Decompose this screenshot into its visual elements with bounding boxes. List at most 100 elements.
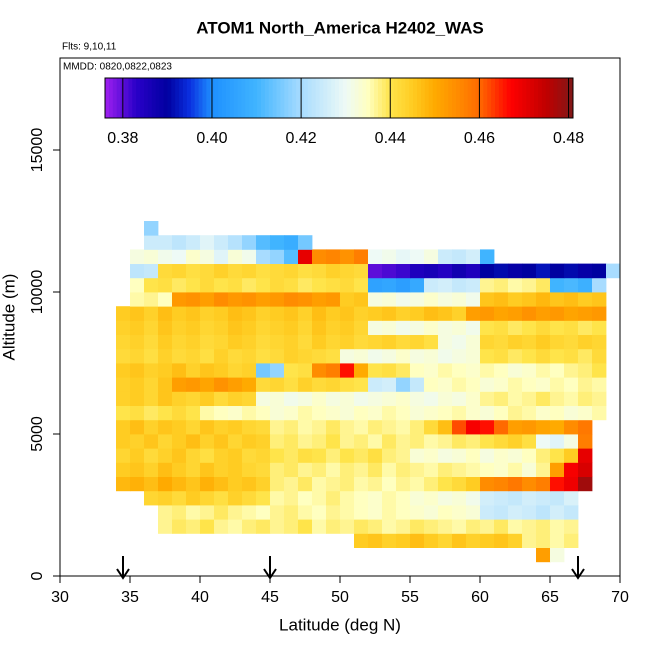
colorbar-swatch	[175, 78, 180, 118]
heat-cell	[480, 490, 495, 506]
heat-cell	[452, 263, 467, 279]
heat-cell	[186, 320, 201, 336]
heat-cell	[172, 320, 187, 336]
colorbar-swatch	[557, 78, 562, 118]
heat-cell	[270, 320, 285, 336]
heat-cell	[424, 249, 439, 265]
colorbar-swatch	[268, 78, 274, 118]
heat-cell	[312, 277, 327, 293]
heat-cell	[550, 334, 565, 350]
heat-cell	[214, 292, 229, 307]
heat-cell	[424, 391, 439, 407]
heat-cell	[312, 306, 327, 321]
heat-cell	[494, 348, 509, 364]
heat-cell	[144, 320, 159, 336]
heat-cell	[438, 434, 453, 449]
colorbar-swatch	[284, 78, 289, 118]
heat-cell	[144, 434, 159, 449]
heat-cell	[536, 448, 551, 463]
x-tick-label: 35	[121, 589, 139, 606]
heat-cell	[214, 419, 229, 435]
heat-cell	[578, 448, 593, 463]
colorbar-swatch	[506, 78, 512, 118]
heat-cell	[186, 505, 201, 520]
heat-cell	[326, 419, 341, 435]
heat-cell	[368, 363, 383, 378]
heat-cell	[200, 505, 215, 520]
heat-cell	[116, 377, 131, 392]
colorbar-swatch	[479, 78, 484, 118]
heat-cell	[158, 419, 173, 435]
heat-cell	[270, 377, 285, 392]
colorbar-swatch	[561, 78, 566, 118]
heat-cell	[228, 490, 243, 506]
heat-cell	[368, 320, 383, 336]
heat-cell	[382, 306, 397, 321]
heat-cell	[438, 391, 453, 407]
heat-cell	[214, 505, 229, 520]
heat-cell	[536, 377, 551, 392]
heat-cell	[438, 292, 453, 307]
heat-cell	[550, 533, 565, 549]
heat-cell	[326, 448, 341, 463]
x-tick-label: 60	[471, 589, 489, 606]
heat-cell	[326, 505, 341, 520]
colorbar-swatch	[467, 78, 473, 118]
heat-cell	[480, 363, 495, 378]
heat-cell	[172, 292, 187, 307]
heat-cell	[242, 476, 257, 492]
heat-cell	[340, 306, 355, 321]
heat-cell	[242, 462, 257, 478]
heat-cell	[284, 505, 299, 520]
heat-cell	[326, 391, 341, 407]
heat-cell	[270, 292, 285, 307]
heat-cell	[564, 519, 579, 534]
heat-cell	[592, 263, 607, 279]
heat-cell	[298, 377, 313, 392]
colorbar-swatch	[319, 78, 324, 118]
heat-cell	[200, 476, 215, 492]
heat-cell	[466, 263, 481, 279]
heat-cell	[480, 377, 495, 392]
heat-cell	[522, 405, 537, 421]
heat-cell	[326, 476, 341, 492]
colorbar-swatch	[502, 78, 508, 118]
heat-cell	[186, 419, 201, 435]
annotation: Flts: 9,10,11	[62, 42, 117, 53]
heat-cell	[382, 377, 397, 392]
heat-cell	[228, 320, 243, 336]
heat-cell	[354, 348, 369, 364]
heat-cell	[284, 334, 299, 350]
heat-cell	[242, 490, 257, 506]
colorbar-swatch	[459, 78, 465, 118]
heat-cell	[354, 434, 369, 449]
heat-cell	[508, 448, 523, 463]
heat-cell	[242, 235, 257, 250]
heat-cell	[466, 419, 481, 435]
heat-cell	[214, 249, 229, 265]
heat-cell	[424, 334, 439, 350]
heat-cell	[508, 348, 523, 364]
colorbar-swatch	[370, 78, 375, 118]
heat-cell	[228, 334, 243, 350]
heat-cell	[382, 263, 397, 279]
heat-cell	[116, 419, 131, 435]
heat-cell	[466, 277, 481, 293]
heat-cell	[466, 405, 481, 421]
heat-cell	[550, 391, 565, 407]
heat-cell	[284, 363, 299, 378]
heat-cell	[144, 476, 159, 492]
heat-cell	[200, 434, 215, 449]
heat-cell	[270, 505, 285, 520]
heat-cell	[214, 519, 229, 534]
colorbar-swatch	[249, 78, 254, 118]
heat-cell	[312, 334, 327, 350]
heat-cell	[214, 490, 229, 506]
heat-cell	[186, 391, 201, 407]
heat-cell	[522, 434, 537, 449]
heat-cell	[536, 334, 551, 350]
heat-cell	[186, 405, 201, 421]
heat-cell	[354, 249, 369, 265]
heat-cell	[410, 462, 425, 478]
heat-cell	[382, 490, 397, 506]
